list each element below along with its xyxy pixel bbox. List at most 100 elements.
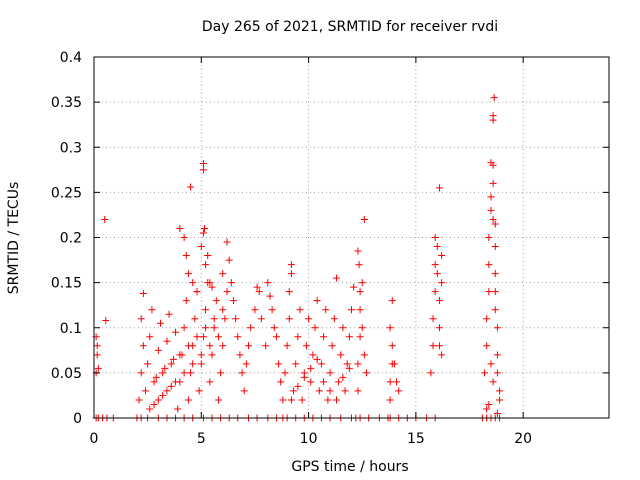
- data-point: [496, 396, 504, 404]
- data-point: [345, 333, 353, 341]
- data-point: [193, 288, 201, 296]
- data-point: [195, 387, 203, 395]
- data-point: [232, 315, 240, 323]
- y-tick-label: 0.3: [60, 140, 82, 156]
- data-point: [199, 159, 207, 167]
- data-point: [358, 324, 366, 332]
- data-point: [152, 373, 160, 381]
- data-point: [212, 297, 220, 305]
- data-point: [496, 387, 504, 395]
- data-point: [388, 342, 396, 350]
- data-point: [225, 256, 233, 264]
- data-point: [283, 342, 291, 350]
- data-point: [296, 306, 304, 314]
- data-point: [483, 315, 491, 323]
- data-point: [202, 324, 210, 332]
- data-point: [223, 238, 231, 246]
- data-point: [189, 360, 197, 368]
- data-point: [150, 378, 158, 386]
- data-point: [485, 288, 493, 296]
- data-point: [354, 247, 362, 255]
- data-point: [161, 364, 169, 372]
- data-point: [184, 342, 192, 350]
- data-point: [493, 409, 501, 417]
- data-point: [275, 360, 283, 368]
- data-point: [433, 270, 441, 278]
- data-point: [435, 184, 443, 192]
- data-point: [182, 252, 190, 260]
- data-point: [142, 387, 149, 395]
- data-point: [339, 324, 347, 332]
- data-point: [429, 342, 437, 350]
- data-point: [279, 396, 287, 404]
- data-point: [483, 405, 491, 413]
- y-tick-label: 0.35: [51, 95, 82, 111]
- data-point: [266, 292, 274, 300]
- data-point: [489, 112, 497, 120]
- data-point: [360, 215, 368, 223]
- data-point: [150, 400, 158, 408]
- y-tick-label: 0.15: [51, 276, 82, 292]
- data-point: [491, 306, 499, 314]
- data-point: [341, 387, 349, 395]
- data-point: [332, 396, 340, 404]
- data-point: [489, 215, 497, 223]
- data-point: [313, 297, 321, 305]
- y-tick-label: 0.2: [60, 231, 82, 247]
- data-point: [337, 351, 345, 359]
- data-point: [197, 360, 205, 368]
- data-point: [485, 400, 493, 408]
- data-point: [489, 179, 497, 187]
- data-point: [208, 283, 216, 291]
- data-point: [217, 369, 225, 377]
- data-point: [184, 270, 192, 278]
- data-point: [221, 315, 229, 323]
- data-point: [180, 369, 188, 377]
- axis-tick-labels: 0 0.05 0.1 0.15 0.2 0.25 0.3 0.35 0.4 0 5 10 15 20: [51, 50, 532, 447]
- data-point: [180, 324, 188, 332]
- data-point: [356, 333, 364, 341]
- data-point: [324, 396, 332, 404]
- data-point: [350, 283, 358, 291]
- y-tick-label: 0: [73, 411, 82, 427]
- data-point: [199, 333, 207, 341]
- data-point: [148, 306, 156, 314]
- data-point: [176, 351, 184, 359]
- data-point: [356, 306, 364, 314]
- y-axis-label: SRMTID / TECUs: [6, 182, 22, 295]
- data-point: [227, 279, 235, 287]
- data-point: [493, 369, 501, 377]
- data-point: [315, 387, 323, 395]
- data-point: [386, 324, 394, 332]
- data-point: [219, 342, 227, 350]
- data-points: [92, 94, 504, 422]
- y-tick-label: 0.4: [60, 50, 82, 66]
- data-point: [429, 315, 437, 323]
- data-point: [201, 224, 209, 232]
- data-point: [154, 346, 162, 354]
- data-point: [491, 220, 499, 228]
- data-point: [433, 243, 441, 251]
- data-point: [214, 396, 222, 404]
- data-point: [189, 279, 197, 287]
- data-point: [388, 297, 396, 305]
- data-point: [167, 360, 175, 368]
- y-tick-label: 0.25: [51, 185, 82, 201]
- data-point: [234, 333, 242, 341]
- data-point: [326, 369, 334, 377]
- data-point: [206, 342, 214, 350]
- data-point: [438, 351, 446, 359]
- data-point: [154, 396, 162, 404]
- data-point: [262, 342, 270, 350]
- y-tick-label: 0.1: [60, 321, 82, 337]
- data-point: [255, 288, 263, 296]
- data-point: [197, 243, 205, 251]
- data-point: [294, 382, 302, 390]
- data-point: [320, 333, 328, 341]
- data-point: [206, 279, 214, 287]
- data-point: [236, 351, 244, 359]
- data-point: [294, 333, 302, 341]
- data-point: [287, 261, 295, 269]
- data-point: [139, 289, 147, 297]
- data-point: [163, 387, 171, 395]
